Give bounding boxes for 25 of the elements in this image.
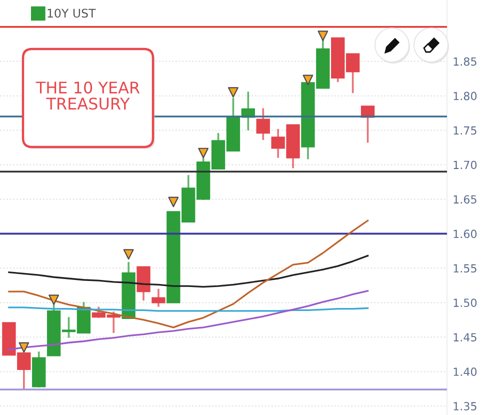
text: THE 10 YEAR TREASURY (36, 82, 140, 110)
point (318, 30, 328, 42)
y-tick-label: 1.60 (454, 230, 477, 238)
y-tick-label: 1.55 (454, 264, 476, 273)
y-tick-label: 1.65 (454, 195, 476, 204)
line-series (8, 220, 369, 328)
y-tick-label: 1.80 (454, 92, 477, 100)
y-tick-label: 1.75 (454, 126, 476, 135)
line-series (8, 254, 369, 288)
y-tick-label: 1.85 (454, 57, 476, 66)
candlestick (152, 288, 166, 308)
y-tick-label: 1.40 (454, 368, 477, 376)
candlestick (256, 107, 270, 141)
y-tick-label: 1.35 (454, 402, 476, 410)
point (18, 342, 30, 353)
y-tick-label: 1.50 (454, 298, 477, 308)
y-tick-label: 1.70 (454, 160, 477, 170)
point (123, 249, 134, 260)
legend-label: 10Y UST (48, 8, 96, 18)
point (228, 87, 238, 98)
y-tick-label: 1.45 (454, 333, 476, 342)
point (302, 74, 314, 86)
point (168, 196, 179, 208)
point (48, 294, 60, 306)
point (198, 148, 209, 158)
